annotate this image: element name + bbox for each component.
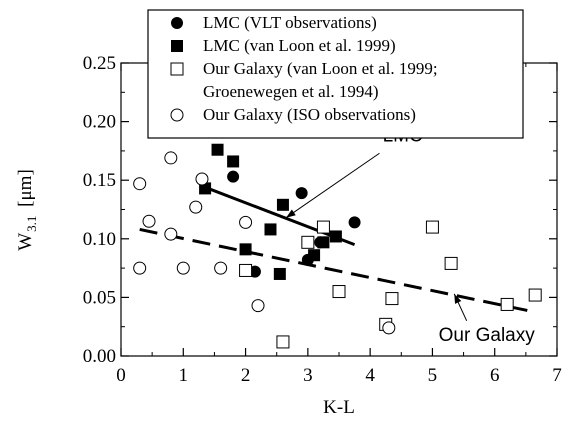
x-axis-ticks: 0 1 2 3 4 5 6 7 <box>116 63 562 386</box>
data-point-open-circle <box>189 200 203 214</box>
x-tick-label: 5 <box>428 365 438 386</box>
y-axis-label-sub: 3.1 <box>24 216 39 232</box>
annotation-arrow-line <box>285 152 380 219</box>
y-axis-ticks: 0.00 0.05 0.10 0.15 0.20 0.25 <box>83 53 557 367</box>
x-tick-label: 3 <box>303 365 313 386</box>
legend-label: LMC (VLT observations) <box>203 13 377 32</box>
y-tick-label: 0.20 <box>83 112 116 133</box>
data-point-filled-circle <box>295 187 308 200</box>
x-tick-label: 2 <box>241 365 251 386</box>
data-point-filled-square <box>239 243 252 256</box>
x-tick-label: 4 <box>365 365 375 386</box>
data-point-open-square <box>385 292 399 306</box>
data-point-open-square <box>528 288 542 302</box>
x-tick-label: 1 <box>179 365 189 386</box>
data-point-open-square <box>444 256 458 270</box>
data-point-open-circle <box>239 215 253 229</box>
data-point-open-square <box>425 220 439 234</box>
fit-line-lmc <box>201 184 356 247</box>
data-point-open-circle <box>142 214 156 228</box>
data-point-open-circle <box>164 151 178 165</box>
y-axis-label-unit: [μm] <box>15 169 36 207</box>
data-point-filled-square <box>273 267 286 280</box>
annotation-arrow-head <box>454 293 462 304</box>
y-tick-label: 0.10 <box>83 229 116 250</box>
x-axis-label: K-L <box>323 397 355 418</box>
legend-label: Our Galaxy (van Loon et al. 1999; <box>203 59 438 78</box>
data-point-open-circle <box>164 227 178 241</box>
y-tick-label: 0.15 <box>83 170 116 191</box>
data-point-open-square <box>332 285 346 299</box>
legend: LMC (VLT observations) LMC (van Loon et a… <box>147 9 524 139</box>
x-tick-label: 6 <box>490 365 500 386</box>
fit-lines <box>139 184 533 313</box>
data-point-open-square <box>276 335 290 349</box>
y-tick-label: 0.05 <box>83 287 116 308</box>
data-point-filled-circle <box>227 170 240 183</box>
legend-marker-open-square <box>170 62 184 76</box>
data-points <box>133 143 542 349</box>
legend-box <box>147 9 524 139</box>
y-axis-label-main: W <box>15 233 36 251</box>
y-tick-label: 0.00 <box>83 346 116 367</box>
data-point-open-circle <box>382 321 396 335</box>
data-point-filled-square <box>329 230 342 243</box>
x-tick-label: 0 <box>116 365 126 386</box>
legend-marker-filled-square <box>171 40 183 52</box>
data-point-open-circle <box>133 177 147 191</box>
annotation-arrow-head <box>286 209 296 218</box>
data-point-open-circle <box>251 299 265 313</box>
y-axis-label: W3.1 [μm] <box>15 169 39 251</box>
annotation-label: Our Galaxy <box>439 325 536 346</box>
data-point-open-circle <box>195 172 209 186</box>
data-point-filled-square <box>317 236 330 249</box>
legend-marker-open-circle <box>170 108 184 122</box>
x-tick-label: 7 <box>552 365 562 386</box>
data-point-open-square <box>500 297 514 311</box>
legend-marker-filled-circle <box>171 17 183 29</box>
legend-label-continued: Groenewegen et al. 1994) <box>203 82 379 101</box>
data-point-open-circle <box>176 261 190 275</box>
data-point-filled-square <box>276 198 289 211</box>
legend-label: LMC (van Loon et al. 1999) <box>203 36 396 55</box>
data-point-filled-square <box>227 155 240 168</box>
y-tick-label: 0.25 <box>83 53 116 74</box>
data-point-open-square <box>301 235 315 249</box>
data-point-open-circle <box>133 261 147 275</box>
data-point-open-square <box>239 263 253 277</box>
data-point-filled-square <box>211 143 224 156</box>
legend-label: Our Galaxy (ISO observations) <box>203 105 416 124</box>
data-point-filled-square <box>264 223 277 236</box>
data-point-filled-square <box>308 249 321 262</box>
fit-line-galaxy <box>139 227 533 313</box>
data-point-filled-circle <box>348 216 361 229</box>
data-point-open-circle <box>214 261 228 275</box>
data-point-open-square <box>316 220 330 234</box>
